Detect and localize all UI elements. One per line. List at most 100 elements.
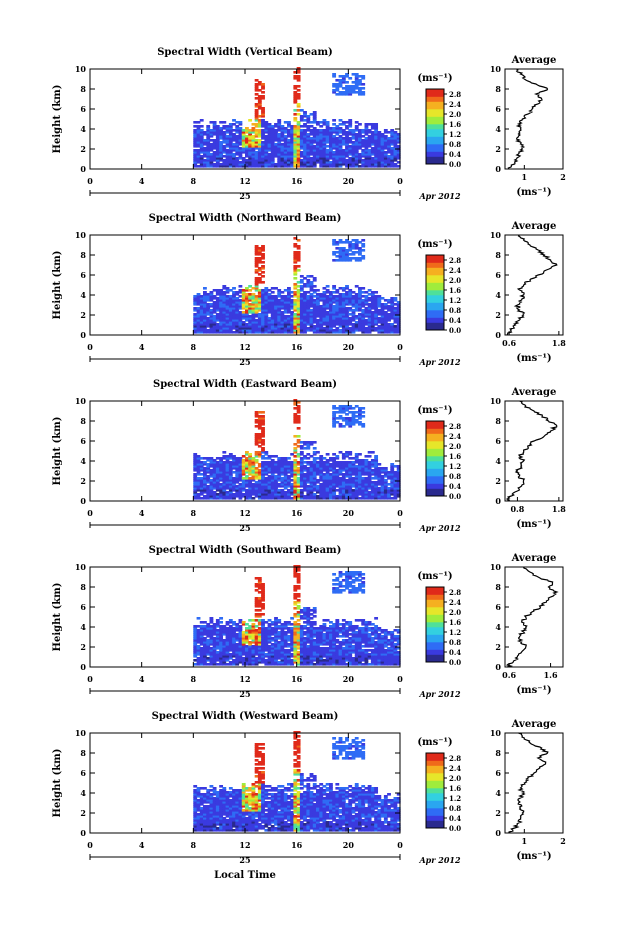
- colorbar-tick-label: 0.0: [449, 160, 461, 169]
- y-tick-label: 10: [75, 64, 87, 74]
- colorbar: 0.00.40.81.21.62.02.42.8: [425, 88, 461, 169]
- chart-title: Spectral Width (Southward Beam): [149, 545, 342, 556]
- average-y-tick-label: 10: [490, 230, 502, 240]
- colorbar-tick-label: 2.0: [449, 442, 461, 451]
- average-x-tick-label: 1.6: [544, 670, 558, 680]
- average-y-tick-label: 2: [495, 642, 501, 652]
- panel-2: Spectral Width (Northward Beam) 0 2 4 6 8 10 0 4…: [52, 213, 566, 367]
- panel-4: Spectral Width (Southward Beam) 0 2 4 6 8 10 0 4…: [52, 545, 564, 699]
- colorbar-frame: [425, 586, 445, 663]
- average-y-tick-label: 10: [490, 64, 502, 74]
- y-tick-label: 10: [75, 562, 87, 572]
- colorbar-tick-label: 2.0: [449, 110, 461, 119]
- y-tick-label: 0: [80, 330, 86, 340]
- x-tick-label: 16: [291, 840, 303, 850]
- colorbar-tick-label: 1.2: [449, 794, 461, 803]
- colorbar-tick-label: 1.2: [449, 130, 461, 139]
- y-tick-label: 0: [80, 164, 86, 174]
- colorbar-tick-label: 0.8: [449, 306, 461, 315]
- y-tick-label: 6: [80, 768, 86, 778]
- x-tick-label: 20: [343, 674, 355, 684]
- y-axis-label: Height (km): [52, 417, 63, 486]
- y-tick-label: 6: [80, 436, 86, 446]
- average-x-tick-label: 2: [560, 172, 566, 182]
- chart-title: Spectral Width (Eastward Beam): [153, 379, 337, 390]
- average-y-tick-label: 8: [495, 250, 501, 260]
- average-frame: [504, 68, 564, 170]
- x-tick-label: 0: [87, 508, 93, 518]
- y-tick-label: 10: [75, 728, 87, 738]
- x-tick-label: 12: [239, 342, 250, 352]
- x-tick-label: 12: [239, 176, 250, 186]
- average-x-tick-label: 1.8: [552, 504, 566, 514]
- x-tick-label: 8: [191, 674, 197, 684]
- heatmap-cells: [193, 731, 401, 832]
- x-tick-label: 0: [397, 176, 403, 186]
- day-label: 25: [239, 689, 250, 699]
- colorbar-frame: [425, 420, 445, 497]
- colorbar-frame: [425, 88, 445, 165]
- average-y-tick-label: 6: [495, 104, 501, 114]
- x-tick-label: 4: [139, 508, 145, 518]
- average-profile-line: [506, 234, 558, 336]
- colorbar-tick-label: 0.4: [449, 648, 461, 657]
- x-tick-label: 20: [343, 342, 355, 352]
- average-x-tick-label: 0.6: [502, 338, 516, 348]
- average-title: Average: [511, 553, 557, 564]
- colorbar-tick-label: 2.4: [449, 764, 461, 773]
- x-tick-label: 0: [397, 840, 403, 850]
- colorbar-tick-label: 0.0: [449, 492, 461, 501]
- average-profile-line: [508, 732, 549, 834]
- x-tick-label: 0: [397, 342, 403, 352]
- x-tick-label: 8: [191, 342, 197, 352]
- x-tick-label: 16: [291, 176, 303, 186]
- y-tick-label: 6: [80, 270, 86, 280]
- x-tick-label: 0: [87, 674, 93, 684]
- x-tick-label: 0: [87, 840, 93, 850]
- heatmap-cells: [193, 67, 401, 168]
- x-tick-label: 8: [191, 840, 197, 850]
- y-tick-label: 10: [75, 396, 87, 406]
- y-tick-label: 8: [80, 250, 86, 260]
- x-tick-label: 4: [139, 176, 145, 186]
- y-tick-label: 2: [80, 310, 86, 320]
- colorbar-frame: [425, 254, 445, 331]
- colorbar-tick-label: 2.4: [449, 266, 461, 275]
- heatmap-cells: [193, 565, 401, 666]
- date-label: Apr 2012: [418, 191, 461, 201]
- y-tick-label: 8: [80, 84, 86, 94]
- x-tick-label: 0: [397, 674, 403, 684]
- average-y-tick-label: 4: [495, 456, 501, 466]
- y-tick-label: 8: [80, 748, 86, 758]
- average-frame: [504, 732, 564, 834]
- x-tick-label: 20: [343, 176, 355, 186]
- colorbar-tick-label: 0.4: [449, 316, 461, 325]
- colorbar-tick-label: 0.0: [449, 326, 461, 335]
- day-label: 25: [239, 191, 250, 201]
- average-y-tick-label: 10: [490, 728, 502, 738]
- average-y-tick-label: 6: [495, 602, 501, 612]
- colorbar-tick-label: 0.8: [449, 140, 461, 149]
- colorbar-tick-label: 0.0: [449, 658, 461, 667]
- y-tick-label: 10: [75, 230, 87, 240]
- x-tick-label: 4: [139, 674, 145, 684]
- y-tick-label: 8: [80, 416, 86, 426]
- average-y-tick-label: 0: [495, 496, 501, 506]
- x-tick-label: 8: [191, 176, 197, 186]
- colorbar-tick-label: 1.6: [449, 452, 461, 461]
- average-y-tick-label: 8: [495, 84, 501, 94]
- colorbar-unit: (ms⁻¹): [417, 239, 452, 250]
- colorbar-tick-label: 1.2: [449, 462, 461, 471]
- average-y-tick-label: 0: [495, 164, 501, 174]
- average-title: Average: [511, 387, 557, 398]
- colorbar-tick-label: 0.0: [449, 824, 461, 833]
- x-tick-label: 4: [139, 342, 145, 352]
- average-x-label: (ms⁻¹): [516, 187, 551, 198]
- average-title: Average: [511, 221, 557, 232]
- chart-title: Spectral Width (Vertical Beam): [157, 47, 333, 58]
- colorbar-tick-label: 2.8: [449, 256, 461, 265]
- x-tick-label: 20: [343, 840, 355, 850]
- y-tick-label: 4: [80, 788, 86, 798]
